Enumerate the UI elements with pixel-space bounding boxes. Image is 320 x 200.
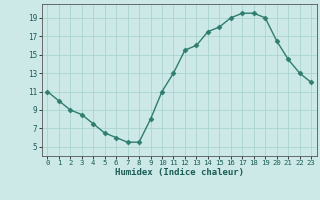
X-axis label: Humidex (Indice chaleur): Humidex (Indice chaleur) — [115, 168, 244, 177]
